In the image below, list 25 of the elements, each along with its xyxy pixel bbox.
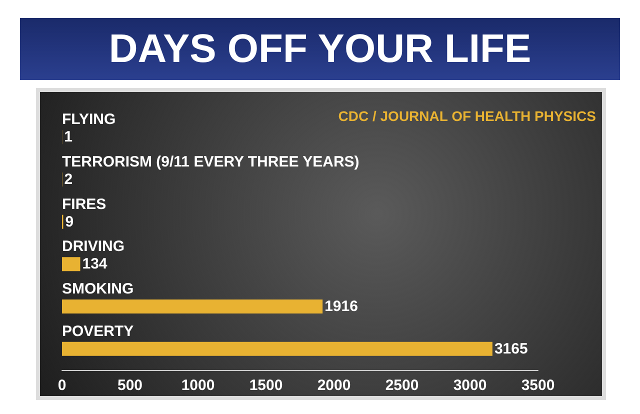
- data-label: 1: [64, 128, 72, 146]
- y-tick-label: POVERTY: [62, 322, 134, 340]
- y-tick-label: TERRORISM (9/11 EVERY THREE YEARS): [62, 154, 360, 170]
- y-tick-label: FLYING: [62, 111, 116, 128]
- y-tick-label: FIRES: [62, 196, 106, 213]
- x-tick-label: 1000: [181, 377, 215, 394]
- data-label: 3165: [494, 340, 528, 358]
- bar: [62, 342, 492, 356]
- y-tick-label: DRIVING: [62, 238, 125, 256]
- bar: [62, 300, 323, 314]
- chart-title: DAYS OFF YOUR LIFE: [20, 18, 620, 80]
- bar: [62, 257, 80, 272]
- x-tick-label: 3500: [521, 377, 555, 394]
- data-label: 134: [82, 256, 108, 273]
- x-tick-label: 2000: [317, 377, 351, 394]
- x-tick-label: 1500: [249, 377, 283, 394]
- y-tick-label: SMOKING: [62, 280, 134, 298]
- x-tick-label: 500: [117, 377, 143, 394]
- x-tick-label: 3000: [453, 377, 487, 394]
- x-tick-label: 2500: [385, 377, 419, 394]
- x-tick-label: 0: [58, 377, 66, 394]
- annotation: CDC / JOURNAL OF HEALTH PHYSICS: [338, 108, 596, 124]
- data-label: 1916: [324, 298, 358, 315]
- data-label: 2: [64, 171, 73, 188]
- data-label: 9: [65, 213, 74, 230]
